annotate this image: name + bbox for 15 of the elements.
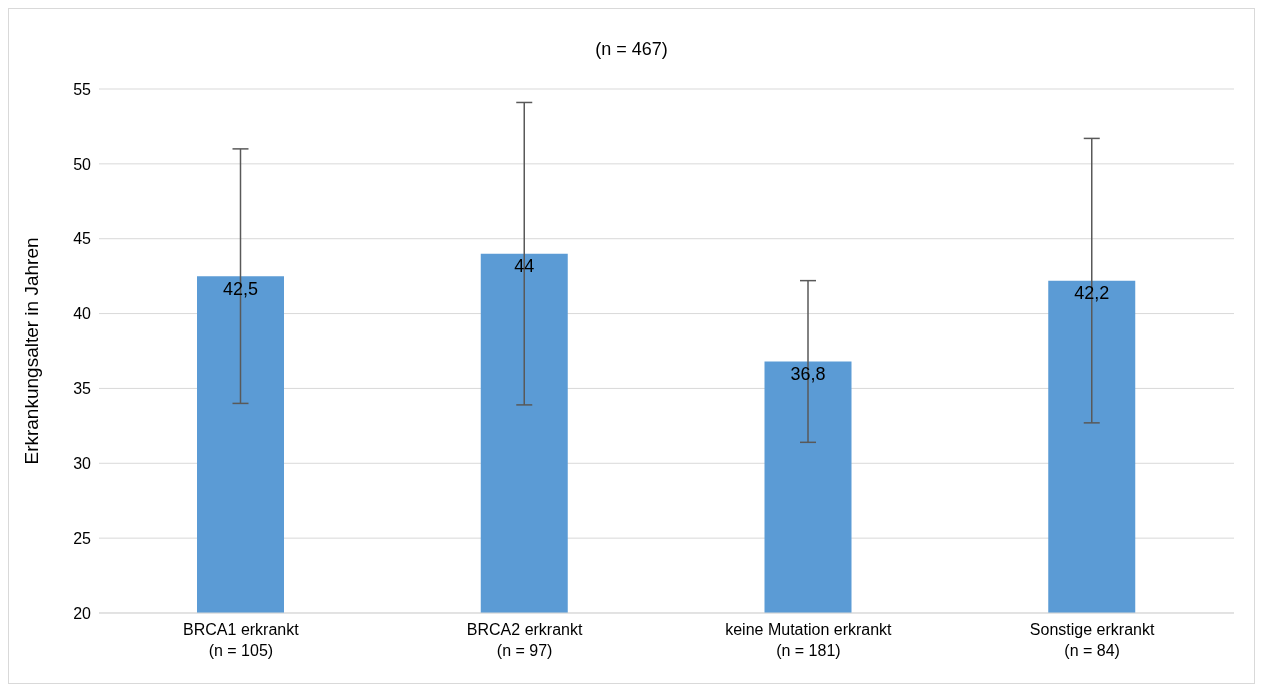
y-tick-label: 50 (73, 155, 92, 173)
chart-title: (n = 467) (594, 39, 669, 60)
y-tick-label: 55 (73, 80, 92, 98)
y-tick-label: 20 (73, 604, 92, 622)
x-tick-label: BRCA2 erkrankt (n = 97) (466, 621, 583, 659)
x-tick-label: keine Mutation erkrankt (n = 181) (725, 621, 893, 659)
data-label: 36,8 (790, 364, 826, 385)
y-tick-label: 30 (73, 454, 92, 472)
y-axis-title: Erkrankungsalter in Jahren (20, 237, 42, 465)
y-tick-label: 25 (73, 529, 92, 547)
x-tick-label: BRCA1 erkrankt (n = 105) (183, 621, 300, 659)
x-tick-label: Sonstige erkrankt (n = 84) (1029, 621, 1155, 659)
y-tick-label: 45 (73, 230, 92, 248)
y-tick-label: 35 (73, 380, 92, 398)
y-tick-label: 40 (73, 305, 92, 323)
